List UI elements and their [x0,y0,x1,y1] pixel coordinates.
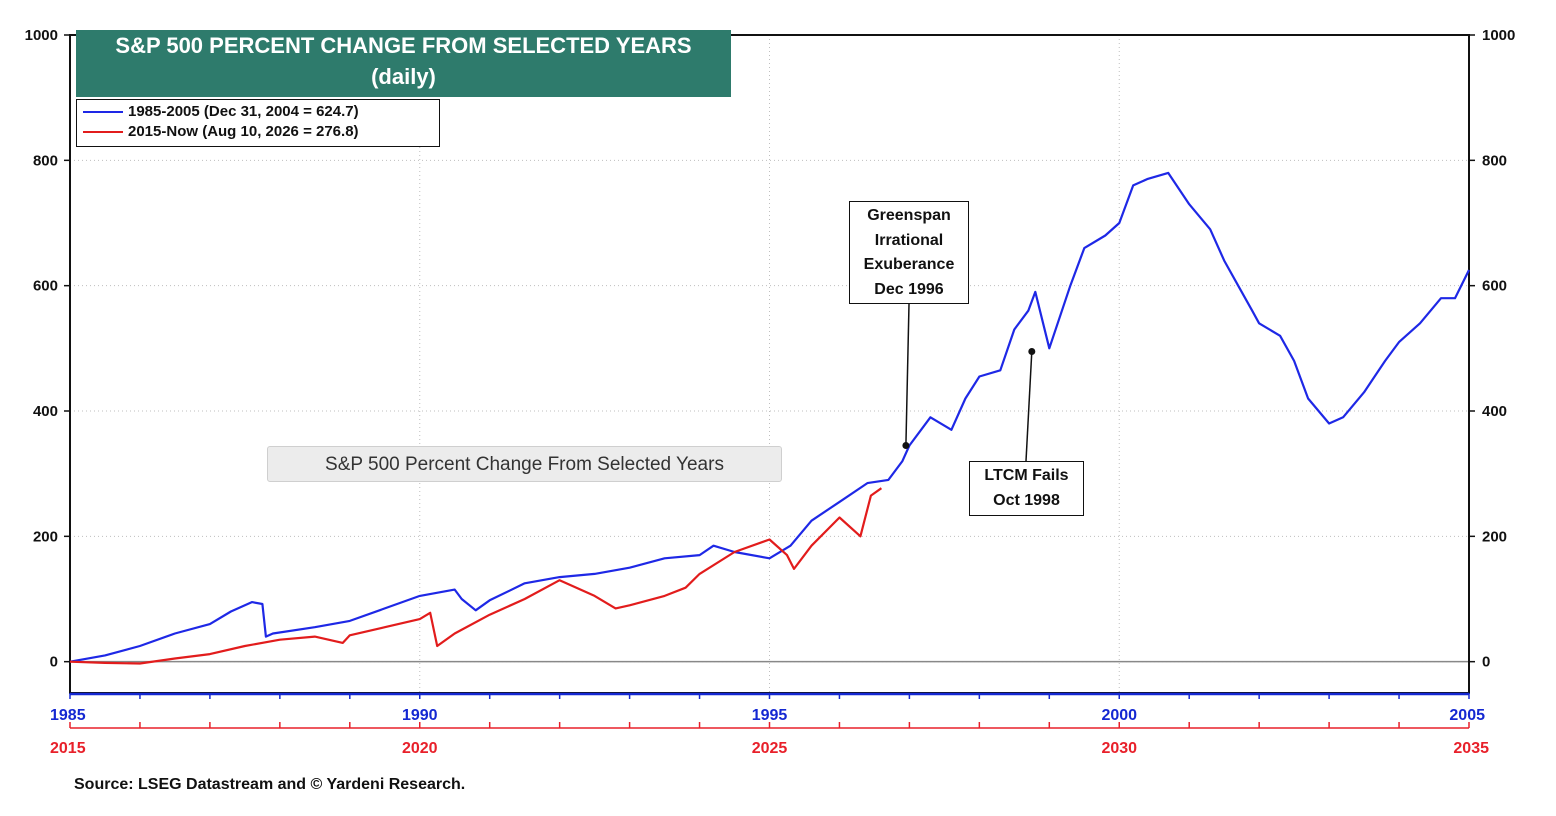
chart-subtitle: (daily) [371,64,436,89]
x-tick-label-primary: 1990 [402,707,438,724]
y-axis-left: 0 200 400 600 800 1000 [25,27,70,671]
x-axis-secondary: 2015 2020 2025 2030 2035 [50,722,1489,757]
annotation-dot-ltcm [1028,347,1036,355]
y-tick-label-left: 1000 [25,27,58,44]
grid-lines [70,34,1469,693]
legend: 1985-2005 (Dec 31, 2004 = 624.7) 2015-No… [76,99,440,147]
series-line-1 [69,487,883,665]
y-tick-label-right: 200 [1482,528,1507,545]
legend-swatch-red [83,131,123,134]
y-tick-label-left: 800 [33,152,58,169]
x-axis-primary: 1985 1990 1995 2000 2005 [50,692,1485,724]
x-tick-label-secondary: 2030 [1101,740,1137,757]
chart-title: S&P 500 PERCENT CHANGE FROM SELECTED YEA… [115,33,692,58]
series-line-0 [69,171,1470,663]
series-layer [69,171,1470,665]
x-tick-label-primary: 1995 [752,707,788,724]
chart-tooltip: S&P 500 Percent Change From Selected Yea… [267,446,782,482]
legend-entry-1985-2005: 1985-2005 (Dec 31, 2004 = 624.7) [83,102,359,122]
legend-entry-2015-now: 2015-Now (Aug 10, 2026 = 276.8) [83,122,359,142]
x-tick-label-primary: 2005 [1449,707,1485,724]
y-axis-right: 0 200 400 600 800 1000 [1469,27,1515,671]
annotation-pointer-ltcm [1025,351,1033,462]
legend-swatch-blue [83,111,123,114]
legend-label: 1985-2005 (Dec 31, 2004 = 624.7) [128,103,359,120]
x-tick-label-secondary: 2025 [752,740,788,757]
x-tick-label-secondary: 2015 [50,740,86,757]
y-tick-label-left: 400 [33,403,58,420]
annotation-pointer-greenspan [905,303,910,446]
y-tick-label-right: 1000 [1482,27,1515,44]
y-tick-label-right: 800 [1482,152,1507,169]
x-tick-label-primary: 1985 [50,707,86,724]
annotation-line: Exuberance [863,256,955,273]
y-tick-label-left: 600 [33,278,58,295]
x-tick-label-secondary: 2020 [402,740,438,757]
source-note: Source: LSEG Datastream and © Yardeni Re… [74,776,466,793]
annotation-line: LTCM Fails [984,467,1069,484]
annotation-pointers [902,303,1036,462]
chart-title-box: S&P 500 PERCENT CHANGE FROM SELECTED YEA… [76,30,731,97]
y-tick-label-left: 200 [33,528,58,545]
y-tick-label-right: 400 [1482,403,1507,420]
annotation-line: Irrational [874,231,944,249]
annotation-line: Dec 1996 [874,280,944,298]
y-tick-label-right: 600 [1482,278,1507,295]
annotation-greenspan: Greenspan Irrational Exuberance Dec 1996 [849,201,969,304]
x-tick-label-secondary: 2035 [1453,740,1489,757]
annotation-ltcm: LTCM Fails Oct 1998 [969,461,1084,516]
x-tick-label-primary: 2000 [1101,707,1137,724]
y-tick-label-right: 0 [1482,654,1490,671]
annotation-line: Greenspan [867,207,951,224]
legend-label: 2015-Now (Aug 10, 2026 = 276.8) [128,123,359,140]
y-tick-label-left: 0 [50,654,58,671]
annotation-line: Oct 1998 [993,491,1060,509]
annotation-dot-greenspan [902,441,910,449]
